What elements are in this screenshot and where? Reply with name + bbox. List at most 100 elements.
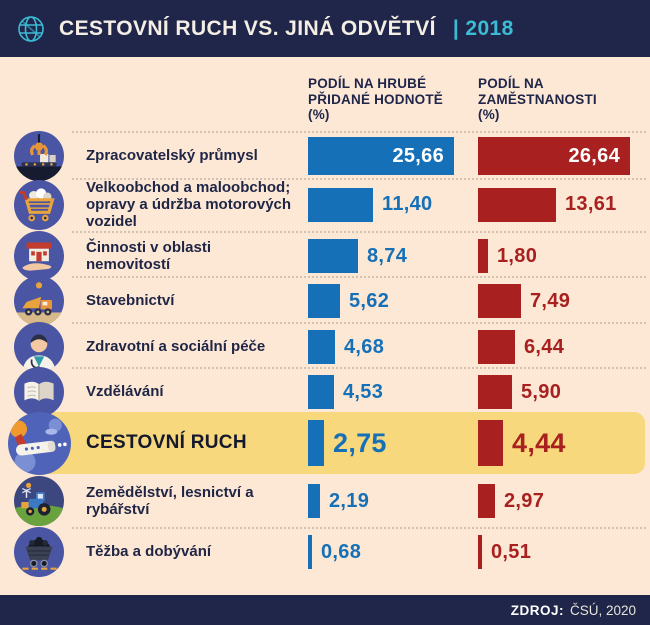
gva-bar: [308, 187, 373, 222]
industry-label: Velkoobchod a maloobchod; opravy a údržb…: [86, 178, 292, 231]
employment-bar-cell: 6,44: [478, 322, 642, 372]
gva-bar-cell: 4,53: [308, 367, 478, 417]
gva-bar-cell: 8,74: [308, 231, 478, 281]
industry-icon-cell: [14, 476, 86, 526]
page-title: CESTOVNÍ RUCH VS. JINÁ ODVĚTVÍ: [59, 16, 436, 40]
industry-label: Zpracovatelský průmysl: [86, 147, 258, 165]
industry-rows: Zpracovatelský průmysl 25,66 26,64 Velko…: [0, 131, 650, 595]
gva-value: 11,40: [382, 193, 433, 215]
industry-label: Zemědělství, lesnictví a rybářství: [86, 483, 254, 518]
column-headers: PODÍL NA HRUBÉ PŘIDANÉ HODNOTĚ (%) PODÍL…: [0, 57, 650, 131]
employment-bar: [478, 330, 515, 364]
gva-bar-cell: 2,19: [308, 475, 478, 527]
employment-column-title: PODÍL NA ZAMĚSTNANOSTI (%): [478, 76, 597, 123]
year-badge: | 2018: [452, 16, 514, 40]
employment-bar: [478, 420, 503, 466]
employment-value: 2,97: [504, 489, 545, 512]
globe-icon: [18, 15, 44, 42]
construction-truck-icon: [14, 276, 64, 326]
gva-bar: [308, 330, 335, 364]
industry-label: Zdravotní a sociální péče: [86, 338, 266, 356]
gva-value: 2,19: [329, 489, 370, 512]
gva-bar: [308, 535, 312, 569]
employment-value: 7,49: [530, 289, 571, 312]
industry-icon-cell: [14, 322, 86, 372]
gva-bar-cell: 2,75: [308, 411, 478, 475]
employment-bar-cell: 26,64: [478, 131, 642, 181]
gva-value: 5,62: [349, 289, 390, 312]
employment-bar: [478, 535, 482, 569]
healthcare-icon: [14, 322, 64, 372]
industry-icon-cell: [14, 367, 86, 417]
industry-row: Stavebnictví 5,62 7,49: [0, 276, 650, 326]
industry-row: Velkoobchod a maloobchod; opravy a údržb…: [0, 178, 650, 231]
industry-row: Vzdělávání 4,53 5,90: [0, 367, 650, 417]
industry-icon-cell: [14, 131, 86, 181]
industry-row-tourism-highlight: CESTOVNÍ RUCH 2,75 4,44: [0, 411, 650, 475]
gva-value: 25,66: [392, 144, 444, 167]
education-book-icon: [14, 367, 64, 417]
gva-value: 4,53: [343, 380, 384, 403]
employment-bar-cell: 5,90: [478, 367, 642, 417]
industry-row: Zpracovatelský průmysl 25,66 26,64: [0, 131, 650, 181]
gva-value: 0,68: [321, 540, 362, 563]
employment-bar: [478, 284, 521, 318]
industry-icon-cell: [8, 411, 86, 475]
source-label: ZDROJ:: [510, 602, 564, 618]
industry-row: Zemědělství, lesnictví a rybářství 2,19 …: [0, 475, 650, 527]
gva-value: 2,75: [333, 427, 387, 458]
manufacturing-icon: [14, 131, 64, 181]
gva-value: 8,74: [367, 244, 408, 267]
source-value: ČSÚ, 2020: [569, 602, 636, 618]
employment-bar: [478, 484, 495, 518]
real-estate-icon: [14, 231, 64, 281]
tourism-plane-icon: [8, 411, 71, 475]
employment-bar-cell: 1,80: [478, 231, 642, 281]
employment-bar: [478, 375, 512, 409]
employment-value: 6,44: [524, 335, 565, 358]
industry-icon-cell: [14, 231, 86, 281]
gva-bar: [308, 484, 320, 518]
industry-label: Vzdělávání: [86, 383, 164, 401]
gva-bar-cell: 0,68: [308, 527, 478, 577]
gva-column-title: PODÍL NA HRUBÉ PŘIDANÉ HODNOTĚ (%): [308, 76, 444, 123]
employment-value: 5,90: [521, 380, 562, 403]
employment-value: 4,44: [512, 427, 566, 458]
gva-bar: [308, 239, 358, 273]
agriculture-tractor-icon: [14, 476, 64, 526]
employment-value: 1,80: [497, 244, 538, 267]
employment-bar: 26,64: [478, 137, 630, 175]
industry-label: Stavebnictví: [86, 292, 175, 310]
employment-bar-cell: 13,61: [478, 178, 642, 231]
employment-value: 26,64: [568, 144, 620, 167]
employment-bar-cell: 4,44: [478, 411, 642, 475]
employment-value: 0,51: [491, 540, 532, 563]
industry-row: Činnosti v oblasti nemovitostí 8,74 1,80: [0, 231, 650, 281]
industry-icon-cell: [14, 527, 86, 577]
gva-bar: [308, 375, 334, 409]
employment-bar: [478, 239, 488, 273]
employment-bar-cell: 0,51: [478, 527, 642, 577]
gva-bar-cell: 11,40: [308, 178, 478, 231]
gva-bar-cell: 4,68: [308, 322, 478, 372]
industry-label: Těžba a dobývání: [86, 543, 212, 561]
industry-icon-cell: [14, 276, 86, 326]
gva-bar-cell: 5,62: [308, 276, 478, 326]
footer-bar: ZDROJ: ČSÚ, 2020: [0, 595, 650, 625]
industry-icon-cell: [14, 179, 86, 230]
gva-bar: [308, 284, 340, 318]
employment-bar-cell: 2,97: [478, 475, 642, 527]
gva-value: 4,68: [344, 335, 385, 358]
employment-bar: [478, 187, 556, 222]
industry-label: CESTOVNÍ RUCH: [86, 432, 247, 454]
retail-cart-icon: [14, 179, 64, 230]
gva-bar: 25,66: [308, 137, 454, 175]
industry-row: Těžba a dobývání 0,68 0,51: [0, 527, 650, 577]
mining-cart-icon: [14, 527, 64, 577]
header-bar: CESTOVNÍ RUCH VS. JINÁ ODVĚTVÍ | 2018: [0, 0, 650, 57]
industry-label: Činnosti v oblasti nemovitostí: [86, 238, 212, 273]
industry-row: Zdravotní a sociální péče 4,68 6,44: [0, 322, 650, 372]
employment-value: 13,61: [565, 193, 617, 215]
gva-bar-cell: 25,66: [308, 131, 478, 181]
gva-bar: [308, 420, 324, 466]
